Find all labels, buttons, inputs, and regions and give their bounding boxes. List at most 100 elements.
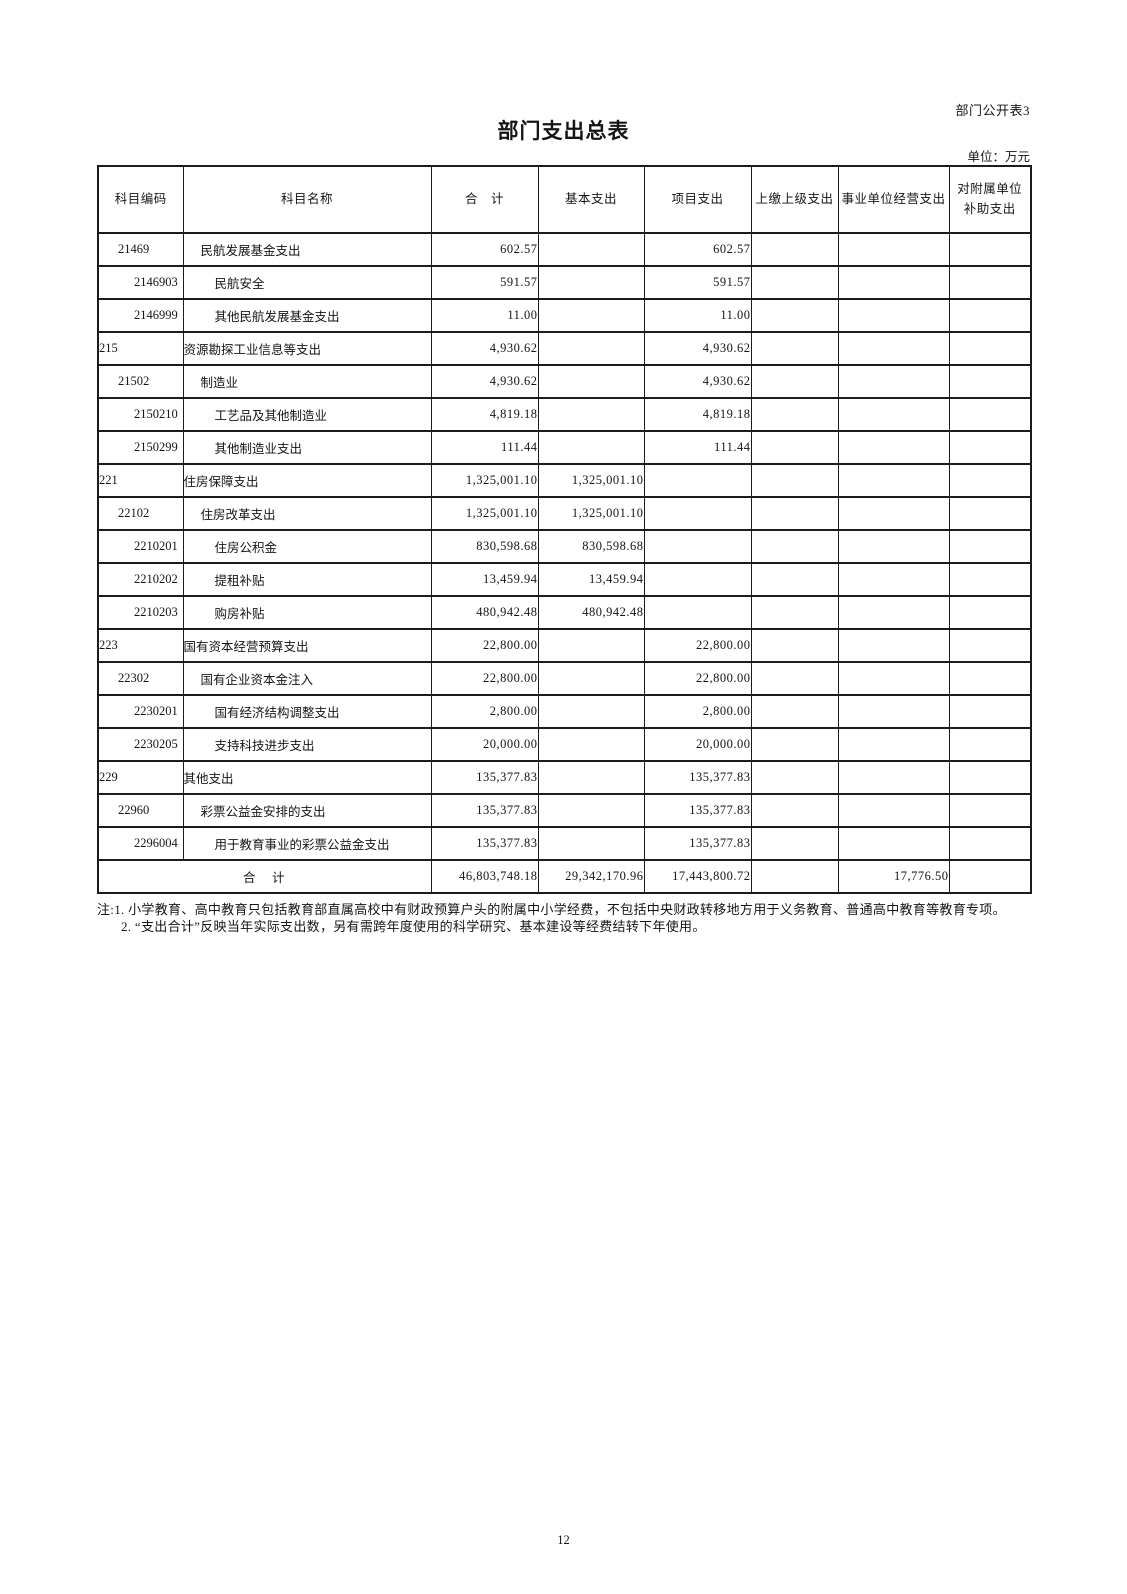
cell-basic-expenditure: 1,325,001.10 <box>537 496 645 531</box>
cell-operating-expenditure <box>837 595 950 630</box>
col-header-project-expenditure: 项目支出 <box>643 165 752 234</box>
table-row: 22960 彩票公益金安排的支出 135,377.83 135,377.83 <box>97 793 1032 828</box>
cell-total: 111.44 <box>430 430 539 465</box>
cell-project-expenditure: 135,377.83 <box>643 793 752 828</box>
cell-operating-expenditure <box>837 562 950 597</box>
cell-operating-expenditure <box>837 529 950 564</box>
cell-basic-expenditure: 29,342,170.96 <box>537 859 645 894</box>
cell-project-expenditure <box>643 496 752 531</box>
cell-total: 602.57 <box>430 232 539 267</box>
col-header-operating-expenditure: 事业单位经营支出 <box>837 165 950 234</box>
cell-basic-expenditure <box>537 628 645 663</box>
cell-upper-level-payment <box>750 793 839 828</box>
cell-operating-expenditure <box>837 232 950 267</box>
cell-upper-level-payment <box>750 397 839 432</box>
cell-subject-code: 2146903 <box>97 265 184 300</box>
cell-basic-expenditure <box>537 364 645 399</box>
cell-basic-expenditure <box>537 760 645 795</box>
cell-subsidy-to-affiliates <box>948 859 1032 894</box>
cell-upper-level-payment <box>750 463 839 498</box>
cell-subsidy-to-affiliates <box>948 826 1032 861</box>
cell-operating-expenditure <box>837 727 950 762</box>
cell-project-expenditure: 11.00 <box>643 298 752 333</box>
cell-total: 830,598.68 <box>430 529 539 564</box>
note-line: 2. “支出合计”反映当年实际支出数，另有需跨年度使用的科学研究、基本建设等经费… <box>121 919 706 934</box>
cell-subsidy-to-affiliates <box>948 529 1032 564</box>
cell-basic-expenditure <box>537 430 645 465</box>
cell-operating-expenditure <box>837 463 950 498</box>
cell-basic-expenditure: 13,459.94 <box>537 562 645 597</box>
cell-operating-expenditure <box>837 298 950 333</box>
cell-subject-code: 22960 <box>97 793 184 828</box>
cell-subsidy-to-affiliates <box>948 298 1032 333</box>
table-row: 22102 住房改革支出 1,325,001.10 1,325,001.10 <box>97 496 1032 531</box>
cell-basic-expenditure <box>537 694 645 729</box>
cell-total: 13,459.94 <box>430 562 539 597</box>
cell-project-expenditure <box>643 529 752 564</box>
doc-label: 部门公开表3 <box>955 103 1030 118</box>
expenditure-summary-table: 科目编码 科目名称 合 计 基本支出 项目支出 上缴上级支出 事业单位经营支出 … <box>97 165 1032 894</box>
cell-basic-expenditure <box>537 793 645 828</box>
cell-total: 22,800.00 <box>430 661 539 696</box>
cell-operating-expenditure <box>837 430 950 465</box>
cell-basic-expenditure: 1,325,001.10 <box>537 463 645 498</box>
cell-project-expenditure: 22,800.00 <box>643 628 752 663</box>
cell-subsidy-to-affiliates <box>948 331 1032 366</box>
cell-upper-level-payment <box>750 496 839 531</box>
cell-project-expenditure: 4,819.18 <box>643 397 752 432</box>
table-row: 21502 制造业 4,930.62 4,930.62 <box>97 364 1032 399</box>
cell-operating-expenditure <box>837 364 950 399</box>
cell-total: 4,930.62 <box>430 331 539 366</box>
cell-upper-level-payment <box>750 661 839 696</box>
cell-operating-expenditure <box>837 661 950 696</box>
cell-upper-level-payment <box>750 727 839 762</box>
table-row: 223 国有资本经营预算支出 22,800.00 22,800.00 <box>97 628 1032 663</box>
cell-total-label: 合 计 <box>97 859 432 894</box>
cell-basic-expenditure <box>537 727 645 762</box>
col-header-subject-name: 科目名称 <box>182 165 432 234</box>
table-row: 2146903 民航安全 591.57 591.57 <box>97 265 1032 300</box>
cell-subject-code: 2230201 <box>97 694 184 729</box>
cell-subject-code: 2210203 <box>97 595 184 630</box>
cell-subject-code: 2210202 <box>97 562 184 597</box>
cell-subject-name: 住房保障支出 <box>182 463 432 498</box>
cell-subsidy-to-affiliates <box>948 430 1032 465</box>
cell-basic-expenditure <box>537 331 645 366</box>
cell-upper-level-payment <box>750 628 839 663</box>
table-row: 2230205 支持科技进步支出 20,000.00 20,000.00 <box>97 727 1032 762</box>
cell-project-expenditure <box>643 595 752 630</box>
cell-operating-expenditure <box>837 694 950 729</box>
cell-project-expenditure: 4,930.62 <box>643 364 752 399</box>
cell-subject-code: 229 <box>97 760 184 795</box>
cell-operating-expenditure <box>837 826 950 861</box>
table-row: 221 住房保障支出 1,325,001.10 1,325,001.10 <box>97 463 1032 498</box>
cell-total: 20,000.00 <box>430 727 539 762</box>
cell-total: 4,930.62 <box>430 364 539 399</box>
cell-operating-expenditure <box>837 496 950 531</box>
table-row: 2210201 住房公积金 830,598.68 830,598.68 <box>97 529 1032 564</box>
cell-subject-name: 国有企业资本金注入 <box>182 661 432 696</box>
cell-subsidy-to-affiliates <box>948 265 1032 300</box>
note-line: 注:1. 小学教育、高中教育只包括教育部直属高校中有财政预算户头的附属中小学经费… <box>97 902 1006 917</box>
cell-subject-code: 2296004 <box>97 826 184 861</box>
cell-upper-level-payment <box>750 232 839 267</box>
cell-subject-code: 21469 <box>97 232 184 267</box>
cell-total: 4,819.18 <box>430 397 539 432</box>
cell-basic-expenditure: 480,942.48 <box>537 595 645 630</box>
table-row: 2210203 购房补贴 480,942.48 480,942.48 <box>97 595 1032 630</box>
cell-subsidy-to-affiliates <box>948 397 1032 432</box>
cell-total: 135,377.83 <box>430 793 539 828</box>
cell-project-expenditure <box>643 463 752 498</box>
cell-total: 11.00 <box>430 298 539 333</box>
cell-subsidy-to-affiliates <box>948 463 1032 498</box>
table-total-row: 合 计 46,803,748.18 29,342,170.96 17,443,800.… <box>97 859 1032 894</box>
table-row: 2296004 用于教育事业的彩票公益金支出 135,377.83 135,377.8… <box>97 826 1032 861</box>
cell-subsidy-to-affiliates <box>948 760 1032 795</box>
cell-upper-level-payment <box>750 562 839 597</box>
cell-subsidy-to-affiliates <box>948 727 1032 762</box>
cell-project-expenditure: 111.44 <box>643 430 752 465</box>
col-header-upper-level-payment: 上缴上级支出 <box>750 165 839 234</box>
unit-label: 单位：万元 <box>967 150 1030 164</box>
cell-basic-expenditure <box>537 826 645 861</box>
